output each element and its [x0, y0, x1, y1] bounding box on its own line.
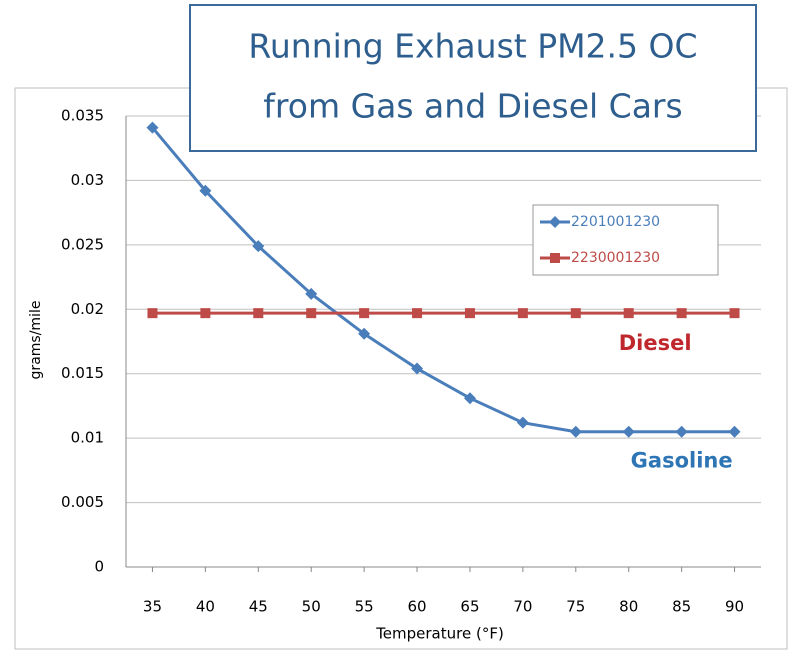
marker: [358, 327, 371, 340]
marker: [550, 253, 560, 263]
x-tick-label: 40: [196, 598, 215, 616]
title-box: [189, 4, 757, 152]
legend-label: 2201001230: [571, 214, 660, 230]
y-tick-label: 0.035: [61, 107, 104, 125]
marker: [729, 308, 740, 319]
series-line: [151, 126, 735, 434]
marker: [463, 392, 476, 405]
y-tick-label: 0: [94, 558, 104, 576]
marker: [623, 308, 634, 319]
chart-frame: [14, 87, 788, 650]
x-tick-label: 85: [672, 598, 691, 616]
x-tick-label: 65: [460, 598, 479, 616]
y-tick-label: 0.015: [61, 364, 104, 382]
x-tick-label: 75: [566, 598, 585, 616]
marker: [252, 240, 265, 253]
marker: [517, 308, 528, 319]
marker: [253, 308, 264, 319]
marker: [622, 425, 635, 438]
chart-title: from Gas and Diesel Cars: [263, 87, 682, 126]
annotation: Diesel: [619, 331, 692, 355]
marker: [305, 287, 318, 300]
chart-title: Running Exhaust PM2.5 OC: [248, 27, 697, 66]
x-tick-label: 60: [407, 598, 426, 616]
marker: [516, 416, 529, 429]
x-tick-label: 35: [143, 598, 162, 616]
marker: [464, 308, 475, 319]
annotation: Gasoline: [631, 448, 733, 472]
legend-label: 2230001230: [571, 250, 660, 266]
marker: [199, 184, 212, 197]
y-tick-label: 0.01: [71, 429, 104, 447]
y-tick-label: 0.03: [71, 171, 104, 189]
x-tick-label: 45: [249, 598, 268, 616]
marker: [549, 216, 561, 228]
x-tick-label: 50: [302, 598, 321, 616]
x-tick-label: 80: [619, 598, 638, 616]
x-axis-label: Temperature (°F): [375, 625, 504, 643]
y-tick-label: 0.025: [61, 235, 104, 253]
marker: [569, 425, 582, 438]
x-tick-label: 55: [355, 598, 374, 616]
marker: [359, 308, 370, 319]
marker: [200, 308, 211, 319]
marker: [675, 425, 688, 438]
x-tick-label: 70: [513, 598, 532, 616]
x-tick-label: 90: [725, 598, 744, 616]
legend-box: [532, 204, 719, 276]
y-tick-label: 0.005: [61, 493, 104, 511]
marker: [306, 308, 317, 319]
y-axis-label: grams/mile: [28, 301, 44, 380]
marker: [412, 308, 423, 319]
plot: 0 0.005 0.01 0.015 0.02 0.025 0.03 0.035 35 40 45 5…: [61, 107, 761, 616]
marker: [728, 425, 741, 438]
y-tick-label: 0.02: [71, 300, 104, 318]
marker: [676, 308, 687, 319]
marker: [146, 121, 159, 134]
marker: [411, 362, 424, 375]
marker: [570, 308, 581, 319]
marker: [147, 308, 158, 319]
